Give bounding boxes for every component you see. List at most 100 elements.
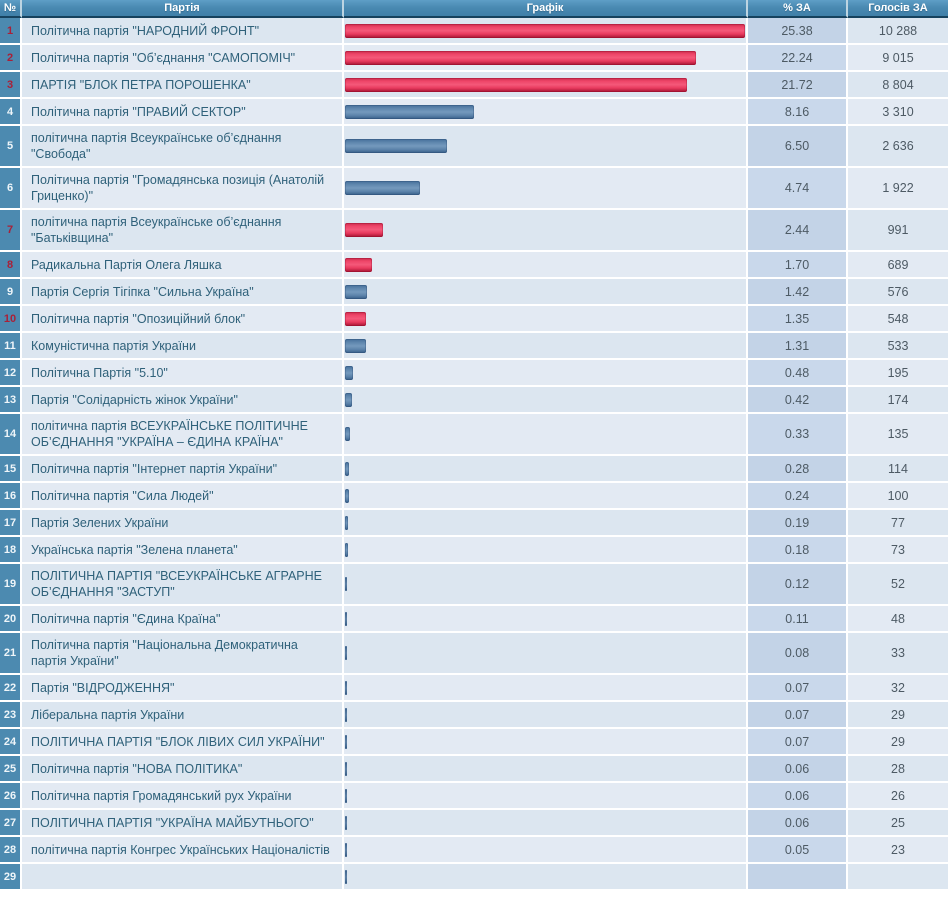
party-name: ПОЛІТИЧНА ПАРТІЯ "БЛОК ЛІВИХ СИЛ УКРАЇНИ… [31, 734, 325, 749]
party-name: Політична партія "ПРАВИЙ СЕКТОР" [31, 104, 246, 119]
pct-value: 0.18 [784, 542, 810, 557]
result-bar [345, 284, 367, 299]
votes-value: 32 [891, 680, 905, 695]
pct-value: 0.08 [784, 646, 810, 660]
row-number: 29 [3, 870, 17, 883]
result-bar [345, 50, 696, 65]
party-name: Політична партія "Національна Демократич… [31, 638, 298, 668]
row-number: 16 [3, 489, 17, 502]
result-bar [345, 707, 347, 722]
result-bar [345, 869, 347, 884]
row-number: 27 [3, 816, 17, 829]
party-name: Політична партія "Інтернет партія Україн… [31, 461, 278, 476]
votes-value: 533 [887, 338, 909, 353]
row-number: 19 [3, 578, 17, 590]
votes-value: 174 [887, 392, 909, 407]
row-number: 22 [3, 681, 17, 694]
result-bar [345, 788, 347, 803]
header-number: № [0, 0, 22, 18]
result-bar [345, 139, 447, 153]
pct-value: 0.28 [784, 461, 810, 476]
table-row: 7 політична партія Всеукраїнське об’єдна… [0, 210, 948, 252]
votes-value: 73 [891, 542, 905, 557]
votes-value: 28 [891, 761, 905, 776]
row-number: 10 [3, 312, 17, 325]
pct-value: 1.35 [784, 311, 810, 326]
party-name: ПОЛІТИЧНА ПАРТІЯ "УКРАЇНА МАЙБУТНЬОГО" [31, 815, 314, 830]
party-name: Політична партія "Об’єднання "САМОПОМІЧ" [31, 50, 296, 65]
table-row: 2 Політична партія "Об’єднання "САМОПОМІ… [0, 45, 948, 72]
party-name: політична партія Конгрес Українських Нац… [31, 842, 330, 857]
votes-value: 8 804 [882, 77, 914, 92]
table-row: 20 Політична партія "Єдина Країна" 0.11 … [0, 606, 948, 633]
header-percent: % ЗА [748, 0, 848, 18]
result-bar [345, 392, 352, 407]
votes-value: 548 [887, 311, 909, 326]
votes-value: 114 [888, 461, 908, 476]
row-number: 18 [3, 543, 17, 556]
result-bar [345, 427, 350, 441]
party-name: Комуністична партія України [31, 338, 196, 353]
votes-value: 195 [887, 365, 909, 380]
table-row: 14 політична партія ВСЕУКРАЇНСЬКЕ ПОЛІТИ… [0, 414, 948, 456]
result-bar [345, 815, 347, 830]
table-row: 1 Політична партія "НАРОДНИЙ ФРОНТ" 25.3… [0, 18, 948, 45]
result-bar [345, 488, 349, 503]
result-bar [345, 365, 353, 380]
votes-value: 26 [891, 788, 905, 803]
party-name: ПАРТІЯ "БЛОК ПЕТРА ПОРОШЕНКА" [31, 77, 251, 92]
pct-value: 6.50 [784, 139, 810, 153]
row-number: 4 [6, 105, 14, 118]
table-row: 3 ПАРТІЯ "БЛОК ПЕТРА ПОРОШЕНКА" 21.72 8 … [0, 72, 948, 99]
result-bar [345, 461, 349, 476]
party-name: Політична партія "Єдина Країна" [31, 611, 221, 626]
table-row: 23 Ліберальна партія України 0.07 29 [0, 702, 948, 729]
result-bar [345, 311, 366, 326]
table-row: 13 Партія "Солідарність жінок України" 0… [0, 387, 948, 414]
pct-value: 0.33 [784, 427, 810, 441]
party-name: Партія "Солідарність жінок України" [31, 392, 238, 407]
party-name: Політична Партія "5.10" [31, 365, 168, 380]
pct-value: 0.19 [784, 515, 810, 530]
party-name: ПОЛІТИЧНА ПАРТІЯ "ВСЕУКРАЇНСЬКЕ АГРАРНЕ … [31, 569, 322, 599]
row-number: 12 [3, 366, 17, 379]
row-number: 24 [3, 735, 17, 748]
row-number: 7 [6, 224, 14, 236]
votes-value: 52 [891, 577, 905, 591]
votes-value: 48 [891, 611, 905, 626]
table-row: 11 Комуністична партія України 1.31 533 [0, 333, 948, 360]
pct-value: 0.07 [784, 734, 810, 749]
table-row: 10 Політична партія "Опозиційний блок" 1… [0, 306, 948, 333]
row-number: 3 [6, 78, 14, 91]
table-row: 17 Партія Зелених України 0.19 77 [0, 510, 948, 537]
party-name: Політична партія "НАРОДНИЙ ФРОНТ" [31, 23, 260, 38]
pct-value: 0.11 [785, 611, 809, 626]
pct-value: 21.72 [781, 77, 813, 92]
votes-value: 2 636 [882, 139, 914, 153]
header-party: Партія [22, 0, 344, 18]
header-graph: Графік [344, 0, 748, 18]
result-bar [345, 734, 347, 749]
row-number: 6 [6, 182, 14, 194]
votes-value: 3 310 [882, 104, 914, 119]
result-bar [345, 680, 347, 695]
pct-value: 2.44 [784, 223, 810, 237]
pct-value: 0.06 [784, 761, 810, 776]
row-number: 20 [3, 612, 17, 625]
result-bar [345, 611, 347, 626]
row-number: 5 [6, 140, 14, 152]
result-bar [345, 515, 348, 530]
table-row: 18 Українська партія "Зелена планета" 0.… [0, 537, 948, 564]
row-number: 13 [3, 393, 17, 406]
pct-value: 25.38 [781, 23, 813, 38]
party-name: Політична партія "НОВА ПОЛІТИКА" [31, 761, 243, 776]
row-number: 26 [3, 789, 17, 802]
table-row: 12 Політична Партія "5.10" 0.48 195 [0, 360, 948, 387]
table-row: 16 Політична партія "Сила Людей" 0.24 10… [0, 483, 948, 510]
party-name: Партія Зелених України [31, 515, 169, 530]
result-bar [345, 646, 347, 660]
pct-value: 0.24 [784, 488, 810, 503]
table-body: 1 Політична партія "НАРОДНИЙ ФРОНТ" 25.3… [0, 18, 948, 891]
table-row: 25 Політична партія "НОВА ПОЛІТИКА" 0.06… [0, 756, 948, 783]
